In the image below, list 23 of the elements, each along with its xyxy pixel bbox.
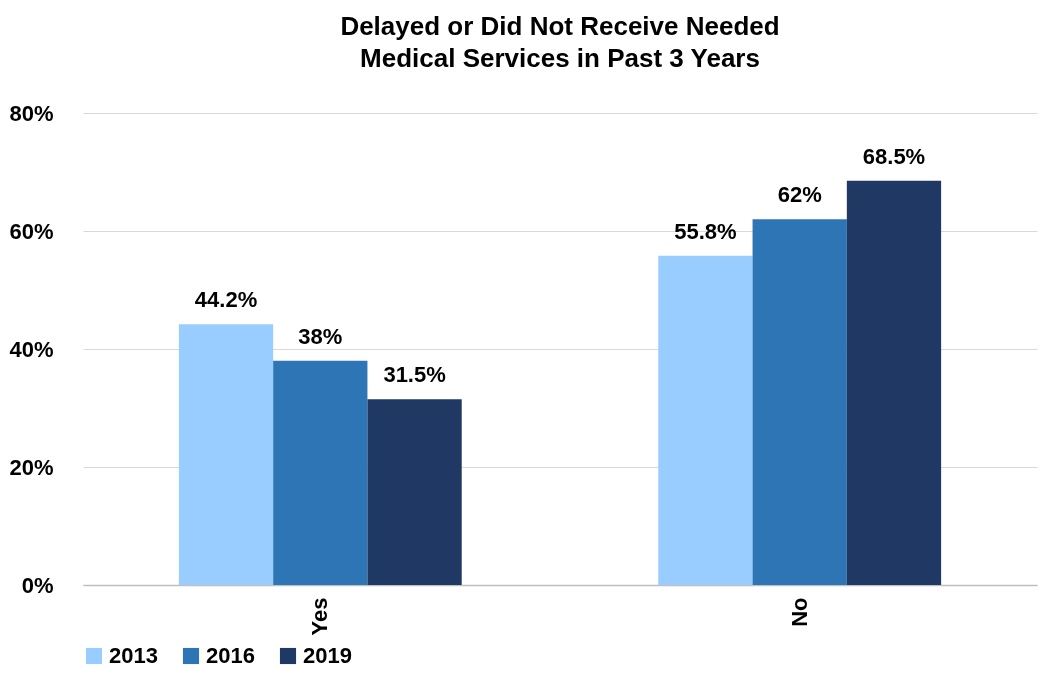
bar [752,219,847,585]
legend-label: 2019 [303,643,352,668]
bar [273,360,368,585]
data-label: 62% [777,182,822,208]
y-tick-label: 0% [21,572,54,598]
data-label: 55.8% [674,218,737,244]
legend-label: 2016 [206,643,255,668]
y-tick-label: 60% [9,218,54,244]
bar [178,324,274,585]
y-tick-label: 40% [9,336,54,362]
bar [658,255,753,585]
x-tick-label: No [786,597,812,627]
y-tick-label: 80% [9,100,54,126]
data-label: 68.5% [862,143,926,169]
legend-label: 2013 [109,643,158,668]
bar [367,399,462,585]
data-label: 44.2% [194,287,258,313]
data-label: 31.5% [383,362,446,388]
x-tick-label: Yes [307,597,333,636]
bar [846,180,942,585]
chart-title: Delayed or Did Not Receive Needed Medical Services in Past 3 Years [340,11,780,73]
y-tick-label: 20% [9,454,54,480]
data-label: 38% [298,323,343,349]
